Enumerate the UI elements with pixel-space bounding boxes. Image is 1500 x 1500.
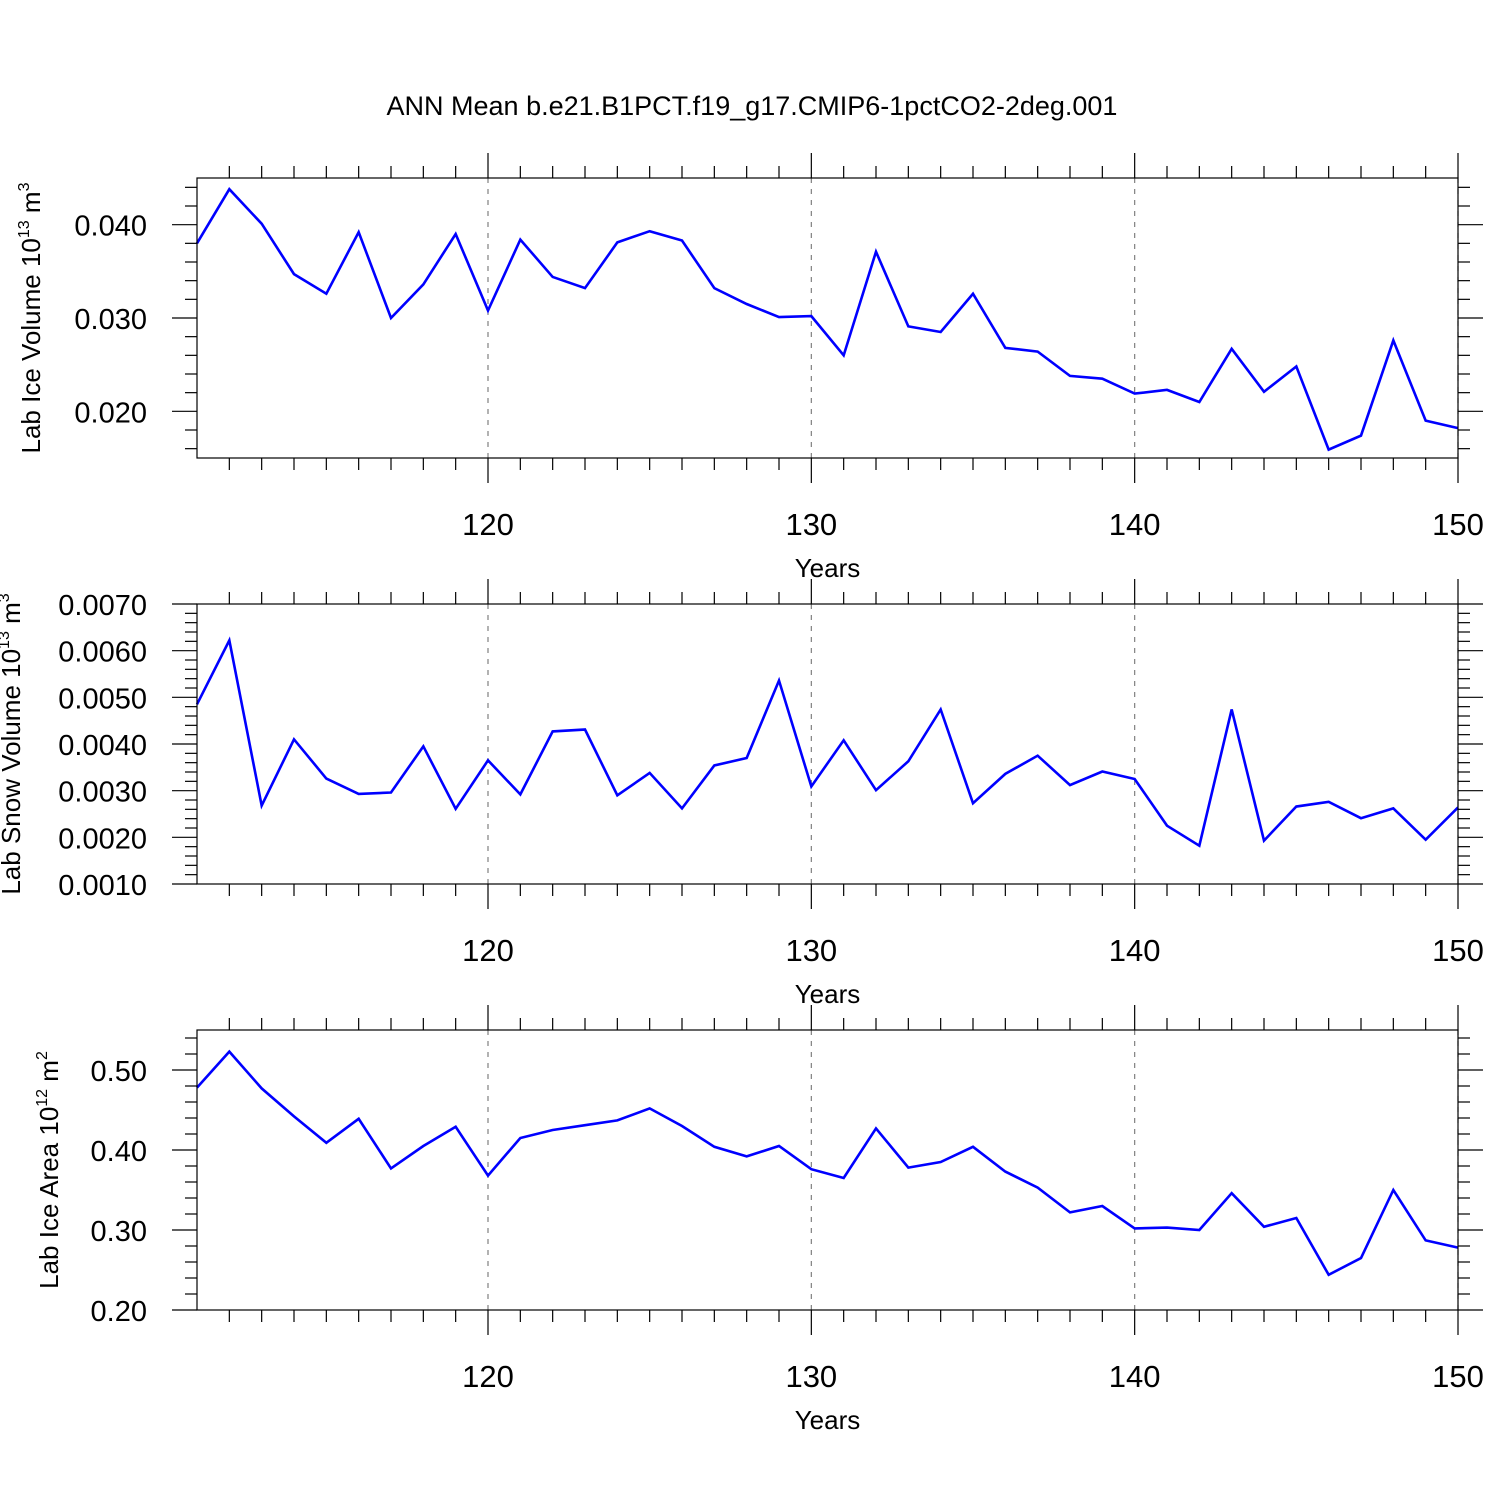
p1-y-tick-label-0.0020: 0.0020 (58, 823, 147, 855)
p1-y-tick-label-0.0010: 0.0010 (58, 870, 147, 902)
p2-y-tick-label-0.50: 0.50 (91, 1056, 147, 1088)
panel-ice-area: 120 130 140 150 Years 0.20 0.30 0.40 0.50 Lab Ice… (34, 1005, 1484, 1435)
p1-y-tick-label-0.0030: 0.0030 (58, 777, 147, 809)
p0-y-tick-label-0.030: 0.030 (74, 304, 147, 336)
p2-y-axis-label: Lab Ice Area 1012 m2 (34, 1051, 64, 1289)
p0-plot-frame (196, 177, 1459, 459)
p0-series-line-0 (195, 187, 1459, 452)
panel-snow-volume: 120 130 140 150 Years 0.0010 0.0020 0.0030 0.004… (0, 579, 1484, 1009)
p0-x-tick-label-150: 150 (1432, 507, 1484, 542)
panel-ice-volume: 120 130 140 150 Years 0.020 0.030 0.040 Lab Ice … (16, 153, 1484, 583)
p1-plot-frame (196, 603, 1459, 885)
p2-x-axis-label: Years (795, 1405, 861, 1435)
p1-series-line-0 (195, 636, 1459, 848)
p2-y-tick-label-0.30: 0.30 (91, 1216, 147, 1248)
p2-x-tick-label-120: 120 (462, 1359, 514, 1394)
p1-y-tick-label-0.0040: 0.0040 (58, 730, 147, 762)
p2-y-tick-label-0.20: 0.20 (91, 1296, 147, 1328)
p0-x-tick-label-140: 140 (1109, 507, 1161, 542)
p1-y-tick-label-0.0060: 0.0060 (58, 637, 147, 669)
p0-y-tick-label-0.020: 0.020 (74, 397, 147, 429)
p1-x-tick-label-140: 140 (1109, 933, 1161, 968)
p2-x-tick-label-150: 150 (1432, 1359, 1484, 1394)
p1-y-axis-label: Lab Snow Volume 1013 m3 (0, 593, 26, 894)
p1-x-tick-label-130: 130 (785, 933, 837, 968)
chart-title: ANN Mean b.e21.B1PCT.f19_g17.CMIP6-1pctC… (387, 91, 1118, 121)
p2-plot-frame (196, 1029, 1459, 1311)
p1-x-axis-label: Years (795, 979, 861, 1009)
p2-x-tick-label-130: 130 (785, 1359, 837, 1394)
p0-x-tick-label-130: 130 (785, 507, 837, 542)
p0-y-tick-label-0.040: 0.040 (74, 211, 147, 243)
p1-y-tick-label-0.0070: 0.0070 (58, 590, 147, 622)
p1-y-tick-label-0.0050: 0.0050 (58, 683, 147, 715)
p2-x-tick-label-140: 140 (1109, 1359, 1161, 1394)
p2-series-line-0 (196, 1049, 1459, 1277)
p2-y-tick-label-0.40: 0.40 (91, 1136, 147, 1168)
p1-x-tick-label-120: 120 (462, 933, 514, 968)
p0-x-tick-label-120: 120 (462, 507, 514, 542)
p0-y-axis-label: Lab Ice Volume 1013 m3 (16, 182, 46, 453)
p0-x-axis-label: Years (795, 553, 861, 583)
p1-x-tick-label-150: 150 (1432, 933, 1484, 968)
